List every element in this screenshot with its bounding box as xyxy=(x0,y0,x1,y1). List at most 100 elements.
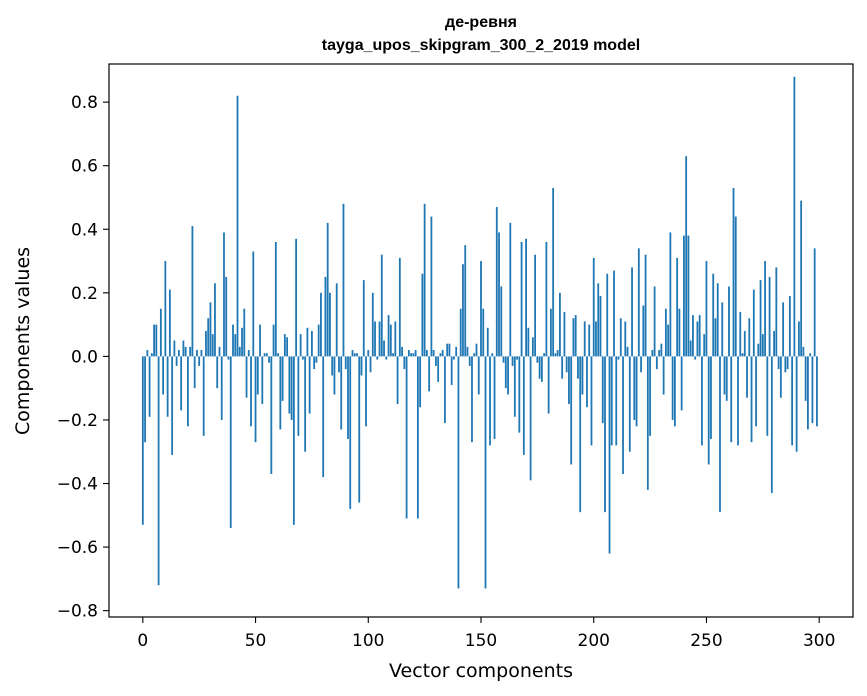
bar-2 xyxy=(146,350,149,357)
bar-231 xyxy=(662,356,665,395)
bar-211 xyxy=(617,356,620,360)
bar-255 xyxy=(716,283,719,357)
bar-38 xyxy=(227,356,230,360)
bar-33 xyxy=(216,356,219,389)
x-tick-label: 0 xyxy=(137,631,148,651)
y-axis-label: Components values xyxy=(12,247,34,435)
bar-214 xyxy=(624,321,627,357)
bar-66 xyxy=(290,356,293,420)
bar-80 xyxy=(322,356,325,478)
bar-192 xyxy=(574,315,577,357)
bar-153 xyxy=(486,327,489,357)
bar-262 xyxy=(732,187,735,357)
bar-119 xyxy=(410,353,413,357)
bar-158 xyxy=(498,232,500,357)
bar-64 xyxy=(286,337,289,357)
bar-213 xyxy=(622,356,624,474)
bar-225 xyxy=(649,356,651,436)
bar-22 xyxy=(191,226,194,357)
bar-226 xyxy=(651,350,654,357)
x-tick-label: 50 xyxy=(245,631,267,651)
bar-242 xyxy=(687,235,690,357)
bar-280 xyxy=(773,330,775,357)
bar-295 xyxy=(807,356,809,430)
bar-180 xyxy=(547,356,550,414)
bar-212 xyxy=(619,318,622,357)
bar-161 xyxy=(504,356,507,389)
y-tick-label: −0.4 xyxy=(57,475,98,495)
bar-40 xyxy=(232,324,234,357)
bar-199 xyxy=(590,356,593,446)
bar-105 xyxy=(378,321,381,357)
bar-12 xyxy=(168,289,171,357)
bar-148 xyxy=(475,343,478,357)
bar-271 xyxy=(752,289,755,357)
y-tick-label: −0.8 xyxy=(57,602,98,622)
bar-88 xyxy=(340,356,343,430)
y-tick-label: 0.2 xyxy=(71,284,98,304)
bar-10 xyxy=(164,261,167,357)
bar-198 xyxy=(588,324,591,357)
bar-205 xyxy=(604,356,606,513)
bar-77 xyxy=(315,356,318,363)
bar-173 xyxy=(531,337,534,357)
bar-251 xyxy=(707,356,710,465)
bar-183 xyxy=(554,353,557,357)
bar-243 xyxy=(689,340,692,357)
bar-16 xyxy=(177,350,180,357)
bar-170 xyxy=(525,238,527,357)
y-tick-label: 0.0 xyxy=(71,347,98,367)
bar-156 xyxy=(493,356,496,440)
bar-164 xyxy=(511,356,514,366)
bar-149 xyxy=(477,356,480,395)
bar-82 xyxy=(326,222,329,357)
bar-268 xyxy=(746,356,748,398)
bar-143 xyxy=(464,245,467,357)
bar-264 xyxy=(737,356,739,446)
bar-34 xyxy=(218,346,221,357)
bar-140 xyxy=(457,356,460,589)
bar-123 xyxy=(419,356,422,408)
bar-55 xyxy=(265,353,268,357)
bar-223 xyxy=(644,254,647,357)
bar-20 xyxy=(187,356,189,427)
bar-100 xyxy=(367,350,370,357)
bar-294 xyxy=(804,356,807,401)
bar-83 xyxy=(329,292,331,357)
bar-250 xyxy=(705,261,708,357)
bar-54 xyxy=(263,353,266,357)
bar-182 xyxy=(552,187,555,357)
bar-116 xyxy=(403,356,406,370)
bar-258 xyxy=(723,356,726,395)
bar-113 xyxy=(396,356,399,405)
bar-106 xyxy=(380,254,383,357)
bar-202 xyxy=(597,283,600,357)
bar-102 xyxy=(371,292,374,357)
bar-128 xyxy=(430,216,433,357)
bar-115 xyxy=(401,346,403,357)
bar-279 xyxy=(770,356,773,494)
bar-194 xyxy=(579,356,582,513)
bar-108 xyxy=(385,356,388,360)
bar-169 xyxy=(522,356,525,455)
bar-67 xyxy=(292,356,295,525)
bar-52 xyxy=(259,324,261,357)
bar-235 xyxy=(671,356,674,420)
bar-39 xyxy=(229,356,232,529)
bar-197 xyxy=(586,356,588,408)
bar-59 xyxy=(274,241,277,357)
bar-189 xyxy=(568,356,570,405)
bar-291 xyxy=(797,321,800,357)
bar-121 xyxy=(414,350,417,357)
bar-163 xyxy=(509,222,512,357)
bar-178 xyxy=(543,353,546,357)
bar-131 xyxy=(437,356,440,382)
bar-37 xyxy=(225,276,228,357)
bar-90 xyxy=(344,356,347,370)
bar-206 xyxy=(606,273,609,357)
bar-63 xyxy=(283,334,286,357)
bar-57 xyxy=(270,356,273,474)
bar-267 xyxy=(743,330,746,357)
bar-61 xyxy=(279,356,282,430)
